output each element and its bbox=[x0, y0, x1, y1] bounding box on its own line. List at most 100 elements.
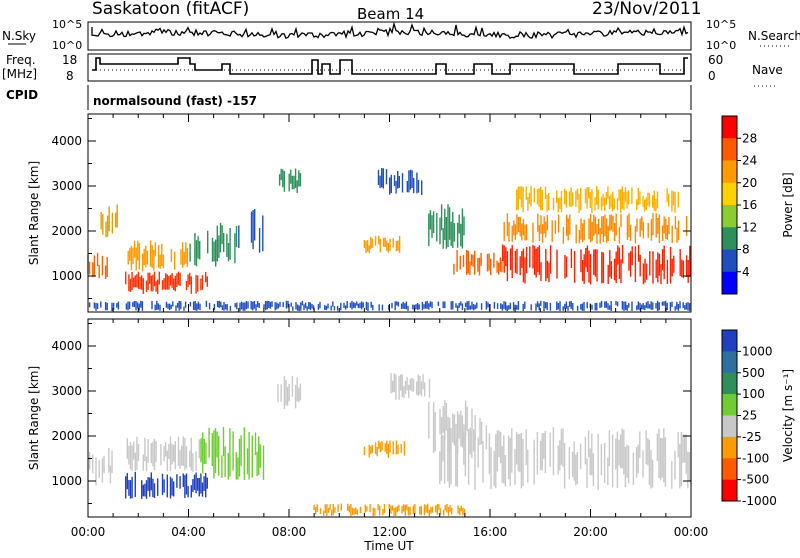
power-ytick-label-2: 3000 bbox=[51, 179, 82, 193]
power-band-7 bbox=[363, 235, 401, 254]
velocity-band-5 bbox=[363, 440, 406, 458]
velocity-band-8 bbox=[439, 427, 692, 490]
beam-title: Beam 14 bbox=[357, 5, 424, 23]
power-colorbar-swatch bbox=[722, 271, 737, 295]
nsky-box bbox=[87, 21, 692, 51]
nave-tick-top: 60 bbox=[708, 53, 723, 67]
power-panel: 1000 2000 3000 4000 Slant Range [km] 28 24 20 16… bbox=[27, 113, 795, 313]
velocity-colorbar-tick-label-6: -500 bbox=[742, 473, 769, 487]
power-colorbar-swatch bbox=[722, 182, 737, 206]
power-colorbar-tick-label-6: 4 bbox=[742, 265, 750, 279]
power-band-2 bbox=[124, 271, 209, 294]
power-colorbar-tick-label-4: 12 bbox=[742, 220, 757, 234]
power-colorbar-tick-label-1: 24 bbox=[742, 154, 757, 168]
freq-trace bbox=[92, 57, 688, 75]
velocity-colorbar-tick-label-4: -25 bbox=[742, 430, 762, 444]
velocity-band-0 bbox=[88, 448, 113, 486]
power-band-0 bbox=[87, 252, 108, 279]
power-colorbar-swatch bbox=[722, 227, 737, 250]
velocity-colorbar-swatch bbox=[722, 330, 737, 352]
power-colorbar-label: Power [dB] bbox=[781, 172, 795, 237]
velocity-band-6 bbox=[390, 373, 431, 400]
velocity-ytick-label-2: 3000 bbox=[51, 384, 82, 398]
freq-tick-bottom: 8 bbox=[66, 69, 74, 83]
velocity-colorbar-tick-label-5: -100 bbox=[742, 451, 769, 465]
site-title: Saskatoon (fitACF) bbox=[92, 0, 249, 19]
velocity-colorbar-tick-label-7: -1000 bbox=[742, 494, 777, 508]
velocity-ytick-label-0: 1000 bbox=[51, 474, 82, 488]
velocity-colorbar-tick-label-1: 500 bbox=[742, 366, 765, 380]
x-tick-label-1: 04:00 bbox=[171, 525, 206, 539]
power-band-1 bbox=[100, 204, 118, 238]
x-tick-label-5: 20:00 bbox=[573, 525, 608, 539]
power-colorbar-tick-label-2: 20 bbox=[742, 176, 757, 190]
velocity-band-9 bbox=[313, 503, 466, 517]
velocity-ytick-label-1: 2000 bbox=[51, 429, 82, 443]
cpid-text: normalsound (fast) -157 bbox=[93, 94, 257, 108]
cpid-label: CPID bbox=[6, 88, 38, 102]
freq-box bbox=[87, 53, 692, 82]
power-band-10 bbox=[453, 249, 503, 276]
velocity-ylabel: Slant Range [km] bbox=[27, 366, 41, 470]
x-tick-label-2: 08:00 bbox=[272, 525, 307, 539]
velocity-colorbar-swatch bbox=[722, 436, 737, 459]
power-colorbar-swatch bbox=[722, 160, 737, 184]
nsearch-label: N.Search bbox=[748, 29, 800, 43]
velocity-ytick-label-3: 4000 bbox=[51, 339, 82, 353]
velocity-colorbar-swatch bbox=[722, 415, 737, 438]
velocity-colorbar-tick-label-0: 1000 bbox=[742, 344, 773, 358]
velocity-colorbar-tick-label-3: 25 bbox=[742, 409, 757, 423]
nsky-label: N.Sky bbox=[2, 29, 36, 43]
velocity-colorbar-swatch bbox=[722, 394, 737, 416]
x-tick-label-6: 00:00 bbox=[674, 525, 709, 539]
nsearch-tick-bottom: 10^0 bbox=[706, 39, 736, 52]
velocity-band-2 bbox=[126, 436, 202, 472]
nsky-tick-bottom: 10^0 bbox=[52, 39, 82, 52]
power-band-8 bbox=[377, 168, 423, 195]
power-ylabel: Slant Range [km] bbox=[27, 161, 41, 265]
power-ytick-label-0: 1000 bbox=[51, 269, 82, 283]
power-colorbar-tick-label-5: 8 bbox=[742, 243, 750, 257]
date-title: 23/Nov/2011 bbox=[592, 0, 702, 19]
freq-tick-top: 18 bbox=[62, 53, 77, 67]
x-tick-label-0: 00:00 bbox=[71, 525, 106, 539]
power-band-4 bbox=[189, 222, 238, 267]
velocity-colorbar-swatch bbox=[722, 351, 737, 374]
x-axis-label: Time UT bbox=[363, 539, 414, 553]
velocity-frame bbox=[87, 318, 692, 518]
nave-label: Nave bbox=[752, 63, 783, 77]
power-colorbar-swatch bbox=[722, 205, 737, 228]
freq-label-2: [MHz] bbox=[2, 67, 37, 81]
velocity-colorbar-label: Velocity [m s⁻¹] bbox=[781, 369, 795, 462]
nsky-tick-top: 10^5 bbox=[52, 18, 82, 31]
power-band-5 bbox=[238, 208, 264, 253]
velocity-colorbar-tick-label-2: 100 bbox=[742, 387, 765, 401]
power-ytick-label-3: 4000 bbox=[51, 134, 82, 148]
velocity-colorbar: 1000 500 100 25 -25 -100 -500 -1000 Velocity [m … bbox=[721, 329, 795, 508]
velocity-colorbar-swatch bbox=[722, 458, 737, 480]
nave-tick-bottom: 0 bbox=[708, 69, 716, 83]
x-axis: 00:00 04:00 08:00 12:00 16:00 20:00 00:00 bbox=[71, 525, 709, 539]
nsky-trace bbox=[91, 21, 689, 40]
x-tick-label-3: 12:00 bbox=[372, 525, 407, 539]
power-colorbar-tick-label-0: 28 bbox=[742, 131, 757, 145]
x-tick-label-4: 16:00 bbox=[473, 525, 508, 539]
velocity-colorbar-swatch bbox=[722, 372, 737, 395]
freq-label-1: Freq. bbox=[6, 53, 36, 67]
velocity-band-1 bbox=[124, 472, 209, 499]
power-colorbar-tick-label-3: 16 bbox=[742, 198, 757, 212]
power-colorbar-swatch bbox=[722, 249, 737, 273]
velocity-band-3 bbox=[200, 427, 265, 481]
power-band-11 bbox=[501, 244, 691, 285]
power-band-9 bbox=[428, 204, 465, 249]
velocity-colorbar-swatch bbox=[722, 479, 737, 502]
power-band-13 bbox=[516, 186, 679, 213]
power-band-3 bbox=[127, 240, 189, 272]
nsearch-tick-top: 10^5 bbox=[706, 18, 736, 31]
power-band-12 bbox=[503, 213, 688, 244]
power-colorbar-swatch bbox=[722, 116, 737, 139]
power-band-6 bbox=[278, 168, 302, 193]
power-colorbar-swatch bbox=[722, 138, 737, 161]
